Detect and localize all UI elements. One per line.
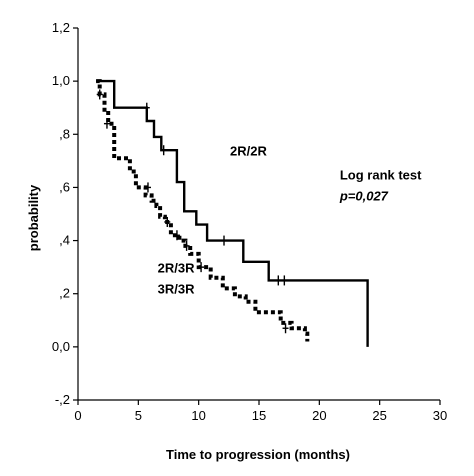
annotation-4: 2R/3R (158, 260, 195, 275)
y-tick-label: 1,0 (52, 73, 70, 88)
annotation-3: p=0,027 (339, 189, 389, 204)
y-tick-label: ,2 (59, 286, 70, 301)
y-tick-label: ,8 (59, 126, 70, 141)
x-axis-label: Time to progression (months) (166, 447, 350, 462)
annotation-5: 3R/3R (158, 282, 195, 297)
y-tick-label: ,4 (59, 233, 70, 248)
y-tick-label: 1,2 (52, 20, 70, 35)
series-line (96, 79, 369, 347)
x-tick-label: 20 (312, 408, 326, 423)
series-line (96, 79, 310, 342)
y-tick-label: -,2 (55, 392, 70, 407)
series-layer (96, 79, 369, 347)
x-tick-label: 15 (252, 408, 266, 423)
y-tick-label: ,6 (59, 179, 70, 194)
y-axis-label: probability (26, 184, 41, 251)
x-tick-label: 30 (433, 408, 447, 423)
annotation-1: 2R/2R (230, 144, 267, 159)
x-tick-label: 5 (135, 408, 142, 423)
axes: -,2 0,0 ,2 ,4 ,6 ,8 1,0 1,2 0 5 10 15 20 25 30 (52, 20, 447, 423)
series-2 (96, 79, 310, 342)
x-tick-label: 10 (191, 408, 205, 423)
y-tick-label: 0,0 (52, 339, 70, 354)
x-tick-label: 25 (372, 408, 386, 423)
annotation-layer: 2R/2R Log rank test p=0,027 2R/3R 3R/3R (158, 144, 423, 297)
x-tick-label: 0 (74, 408, 81, 423)
series-1 (96, 79, 369, 347)
annotation-2: Log rank test (340, 167, 422, 182)
